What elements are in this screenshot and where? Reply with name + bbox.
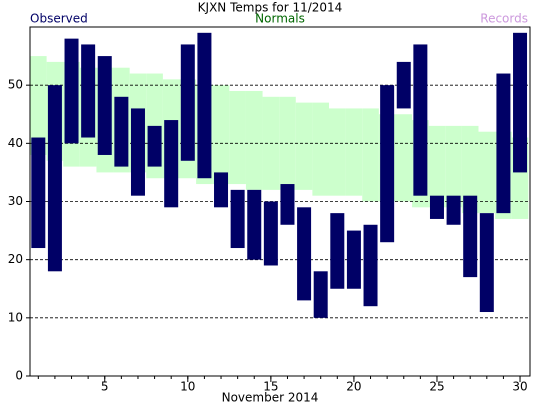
legend-label: Records bbox=[480, 12, 528, 26]
bar bbox=[463, 195, 478, 278]
bar bbox=[164, 120, 179, 208]
bar bbox=[47, 85, 62, 272]
x-tick-label: 25 bbox=[429, 380, 444, 394]
normal-band bbox=[461, 125, 479, 214]
legend-label: Observed bbox=[30, 12, 88, 26]
bar bbox=[197, 32, 212, 179]
y-tick-label: 10 bbox=[8, 310, 23, 324]
normal-band bbox=[229, 90, 246, 185]
normal-band bbox=[395, 114, 413, 202]
chart-title: KJXN Temps for 11/2014 bbox=[198, 1, 343, 15]
bar bbox=[396, 61, 411, 109]
y-tick-label: 40 bbox=[8, 136, 23, 150]
x-tick-label: 5 bbox=[101, 380, 109, 394]
y-tick-label: 20 bbox=[8, 252, 23, 266]
normal-band bbox=[428, 125, 446, 208]
bar bbox=[263, 201, 278, 266]
x-axis-label: November 2014 bbox=[222, 391, 319, 405]
normal-band bbox=[329, 108, 346, 196]
bar bbox=[429, 195, 444, 219]
normal-band bbox=[212, 85, 230, 185]
bar bbox=[147, 125, 162, 167]
bar bbox=[247, 189, 262, 260]
bar bbox=[346, 230, 361, 289]
bar bbox=[496, 73, 511, 214]
bar bbox=[64, 38, 79, 144]
bar bbox=[413, 44, 428, 196]
x-tick-label: 30 bbox=[512, 380, 527, 394]
bar bbox=[313, 271, 328, 318]
y-tick-label: 30 bbox=[8, 194, 23, 208]
bar bbox=[297, 207, 312, 301]
x-tick-label: 10 bbox=[180, 380, 195, 394]
y-tick-label: 0 bbox=[15, 369, 23, 383]
normal-band bbox=[30, 56, 47, 155]
y-tick-label: 50 bbox=[8, 78, 23, 92]
bar bbox=[513, 32, 528, 173]
normal-band bbox=[295, 102, 313, 190]
bar bbox=[31, 137, 46, 249]
x-tick-label: 15 bbox=[263, 380, 278, 394]
bar bbox=[81, 44, 96, 138]
normal-band bbox=[478, 131, 496, 214]
normal-band bbox=[362, 108, 379, 202]
normal-band bbox=[345, 108, 363, 196]
bar bbox=[214, 172, 229, 208]
bar bbox=[479, 213, 494, 313]
bar bbox=[230, 189, 245, 249]
bar bbox=[330, 213, 345, 289]
bar bbox=[130, 108, 145, 196]
normal-band bbox=[445, 125, 462, 208]
legend-label: Normals bbox=[255, 12, 305, 26]
x-tick-label: 20 bbox=[346, 380, 361, 394]
bar bbox=[280, 184, 295, 225]
bar bbox=[180, 44, 195, 161]
bar bbox=[363, 224, 378, 307]
normal-band bbox=[245, 90, 263, 190]
bar bbox=[446, 195, 461, 225]
normal-band bbox=[312, 102, 330, 196]
bar bbox=[97, 56, 112, 155]
bar bbox=[114, 96, 129, 167]
bar bbox=[380, 85, 395, 243]
